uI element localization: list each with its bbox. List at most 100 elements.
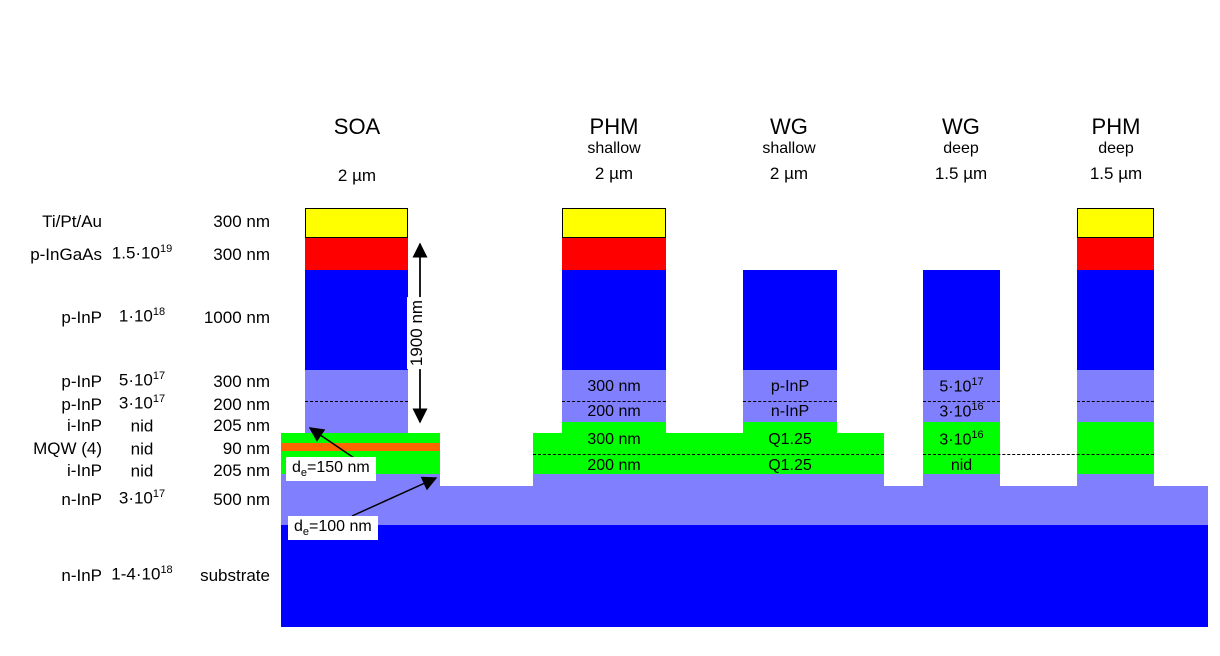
layer-5-material: i-InP [67, 416, 102, 435]
wg-deep-q-layers [923, 422, 1000, 474]
shallow-q-dash [533, 454, 884, 455]
soa-p-inp-light [305, 370, 408, 422]
layer-2-material: p-InP [61, 308, 102, 327]
layer-6-material: MQW (4) [33, 439, 102, 458]
soa-metal [305, 208, 408, 238]
header-soa: SOA 2 µm [292, 114, 422, 186]
phm-deep-metal [1077, 208, 1154, 238]
shallow-q-layers [533, 433, 884, 474]
header-wg-deep: WG deep 1.5 µm [896, 114, 1026, 184]
phm-shallow-q-top [562, 422, 666, 433]
header-phm-shallow-name: PHM [589, 114, 639, 139]
phm-deep-q-layers [1077, 422, 1154, 474]
wg-shallow-p-inp [743, 270, 837, 370]
soa-p-inp [305, 270, 408, 370]
wg-shallow-m4: Q1.25 [768, 457, 812, 474]
phm-shallow-t2: 200 nm [587, 403, 641, 420]
wg-shallow-m3: Q1.25 [768, 431, 812, 448]
wg-shallow-q-top [743, 422, 837, 433]
wg-deep-p-inp-light [923, 370, 1000, 422]
header-phm-deep: PHM deep 1.5 µm [1051, 114, 1181, 184]
n-inp-base-block [281, 486, 1208, 525]
substrate-block [281, 525, 1208, 627]
wg-deep-d4: nid [950, 457, 973, 474]
layer-2-thickness: 1000 nm [203, 308, 270, 327]
layer-6-thickness: 90 nm [222, 439, 270, 458]
header-wg-shallow-name: WG [770, 114, 808, 139]
header-phm-deep-sub: deep [1098, 140, 1134, 157]
layer-8-thickness: 500 nm [213, 490, 270, 509]
header-phm-shallow-width: 2 µm [594, 164, 634, 183]
phm-deep-lower-inp [1077, 474, 1154, 486]
phm-deep-p-inp-light [1077, 370, 1154, 422]
phm-shallow-p-inp-light [562, 370, 666, 422]
header-wg-shallow-sub: shallow [762, 140, 816, 157]
height-label: 1900 nm [407, 296, 427, 370]
layer-9-doping: 1-4·1018 [111, 564, 173, 584]
phm-shallow-dash [562, 401, 666, 402]
phm-deep-ingaas [1077, 238, 1154, 270]
header-wg-deep-sub: deep [943, 140, 979, 157]
header-wg-shallow: WG shallow 2 µm [724, 114, 854, 184]
layer-0-thickness: 300 nm [213, 212, 270, 231]
layer-0-material: Ti/Pt/Au [42, 212, 102, 231]
header-phm-deep-name: PHM [1091, 114, 1141, 139]
soa-mqw-layer [281, 443, 440, 451]
deep-q-dash [923, 454, 1154, 455]
layer-9-thickness: substrate [200, 566, 270, 585]
layer-5-thickness: 205 nm [213, 416, 270, 435]
soa-upper-inp [305, 422, 408, 433]
shallow-lower-inp [533, 474, 884, 486]
phm-shallow-t3: 300 nm [587, 431, 641, 448]
layer-6-doping: nid [130, 439, 154, 459]
de100-arrow [351, 476, 438, 517]
phm-deep-dash [1077, 401, 1154, 402]
wg-deep-dash [923, 401, 1000, 402]
layer-5-doping: nid [130, 416, 154, 436]
phm-deep-p-inp [1077, 270, 1154, 370]
layer-4-thickness: 200 nm [213, 395, 270, 414]
header-phm-shallow-sub: shallow [587, 140, 641, 157]
wg-deep-lower-inp [923, 474, 1000, 486]
layer-7-thickness: 205 nm [213, 461, 270, 480]
layer-3-doping: 5·1017 [118, 370, 166, 390]
soa-ingaas [305, 238, 408, 270]
header-phm-shallow: PHM shallow 2 µm [549, 114, 679, 184]
layer-7-material: i-InP [67, 461, 102, 480]
layer-1-doping: 1.5·1019 [111, 243, 173, 263]
header-wg-deep-name: WG [942, 114, 980, 139]
wg-deep-d3: 3·1016 [939, 429, 984, 449]
phm-shallow-ingaas [562, 238, 666, 270]
layer-7-doping: nid [130, 461, 154, 481]
de150-arrow [308, 427, 361, 463]
wg-shallow-m2: n-InP [770, 403, 810, 420]
layer-4-material: p-InP [61, 395, 102, 414]
wg-deep-d1: 5·1017 [939, 376, 984, 396]
phm-shallow-t4: 200 nm [587, 457, 641, 474]
layer-4-doping: 3·1017 [118, 393, 166, 413]
wg-shallow-dash [743, 401, 837, 402]
wg-deep-d2: 3·1016 [939, 401, 984, 421]
layer-8-doping: 3·1017 [118, 488, 166, 508]
layer-1-thickness: 300 nm [213, 245, 270, 264]
header-soa-width: 2 µm [337, 166, 377, 185]
phm-shallow-t1: 300 nm [587, 378, 641, 395]
header-wg-deep-width: 1.5 µm [934, 164, 988, 183]
wg-shallow-p-inp-light [743, 370, 837, 422]
wg-shallow-m1: p-InP [770, 378, 810, 395]
wg-deep-p-inp [923, 270, 1000, 370]
layer-2-doping: 1·1018 [118, 306, 166, 326]
header-soa-name: SOA [333, 114, 381, 139]
layer-9-material: n-InP [61, 566, 102, 585]
phm-shallow-p-inp [562, 270, 666, 370]
soa-dash-line [305, 401, 408, 402]
layer-3-thickness: 300 nm [213, 372, 270, 391]
layer-1-material: p-InGaAs [30, 245, 102, 264]
layer-3-material: p-InP [61, 372, 102, 391]
de150-label: de=150 nm [286, 457, 376, 482]
de100-label: de=100 nm [288, 516, 378, 541]
layer-8-material: n-InP [61, 490, 102, 509]
phm-shallow-metal [562, 208, 666, 238]
